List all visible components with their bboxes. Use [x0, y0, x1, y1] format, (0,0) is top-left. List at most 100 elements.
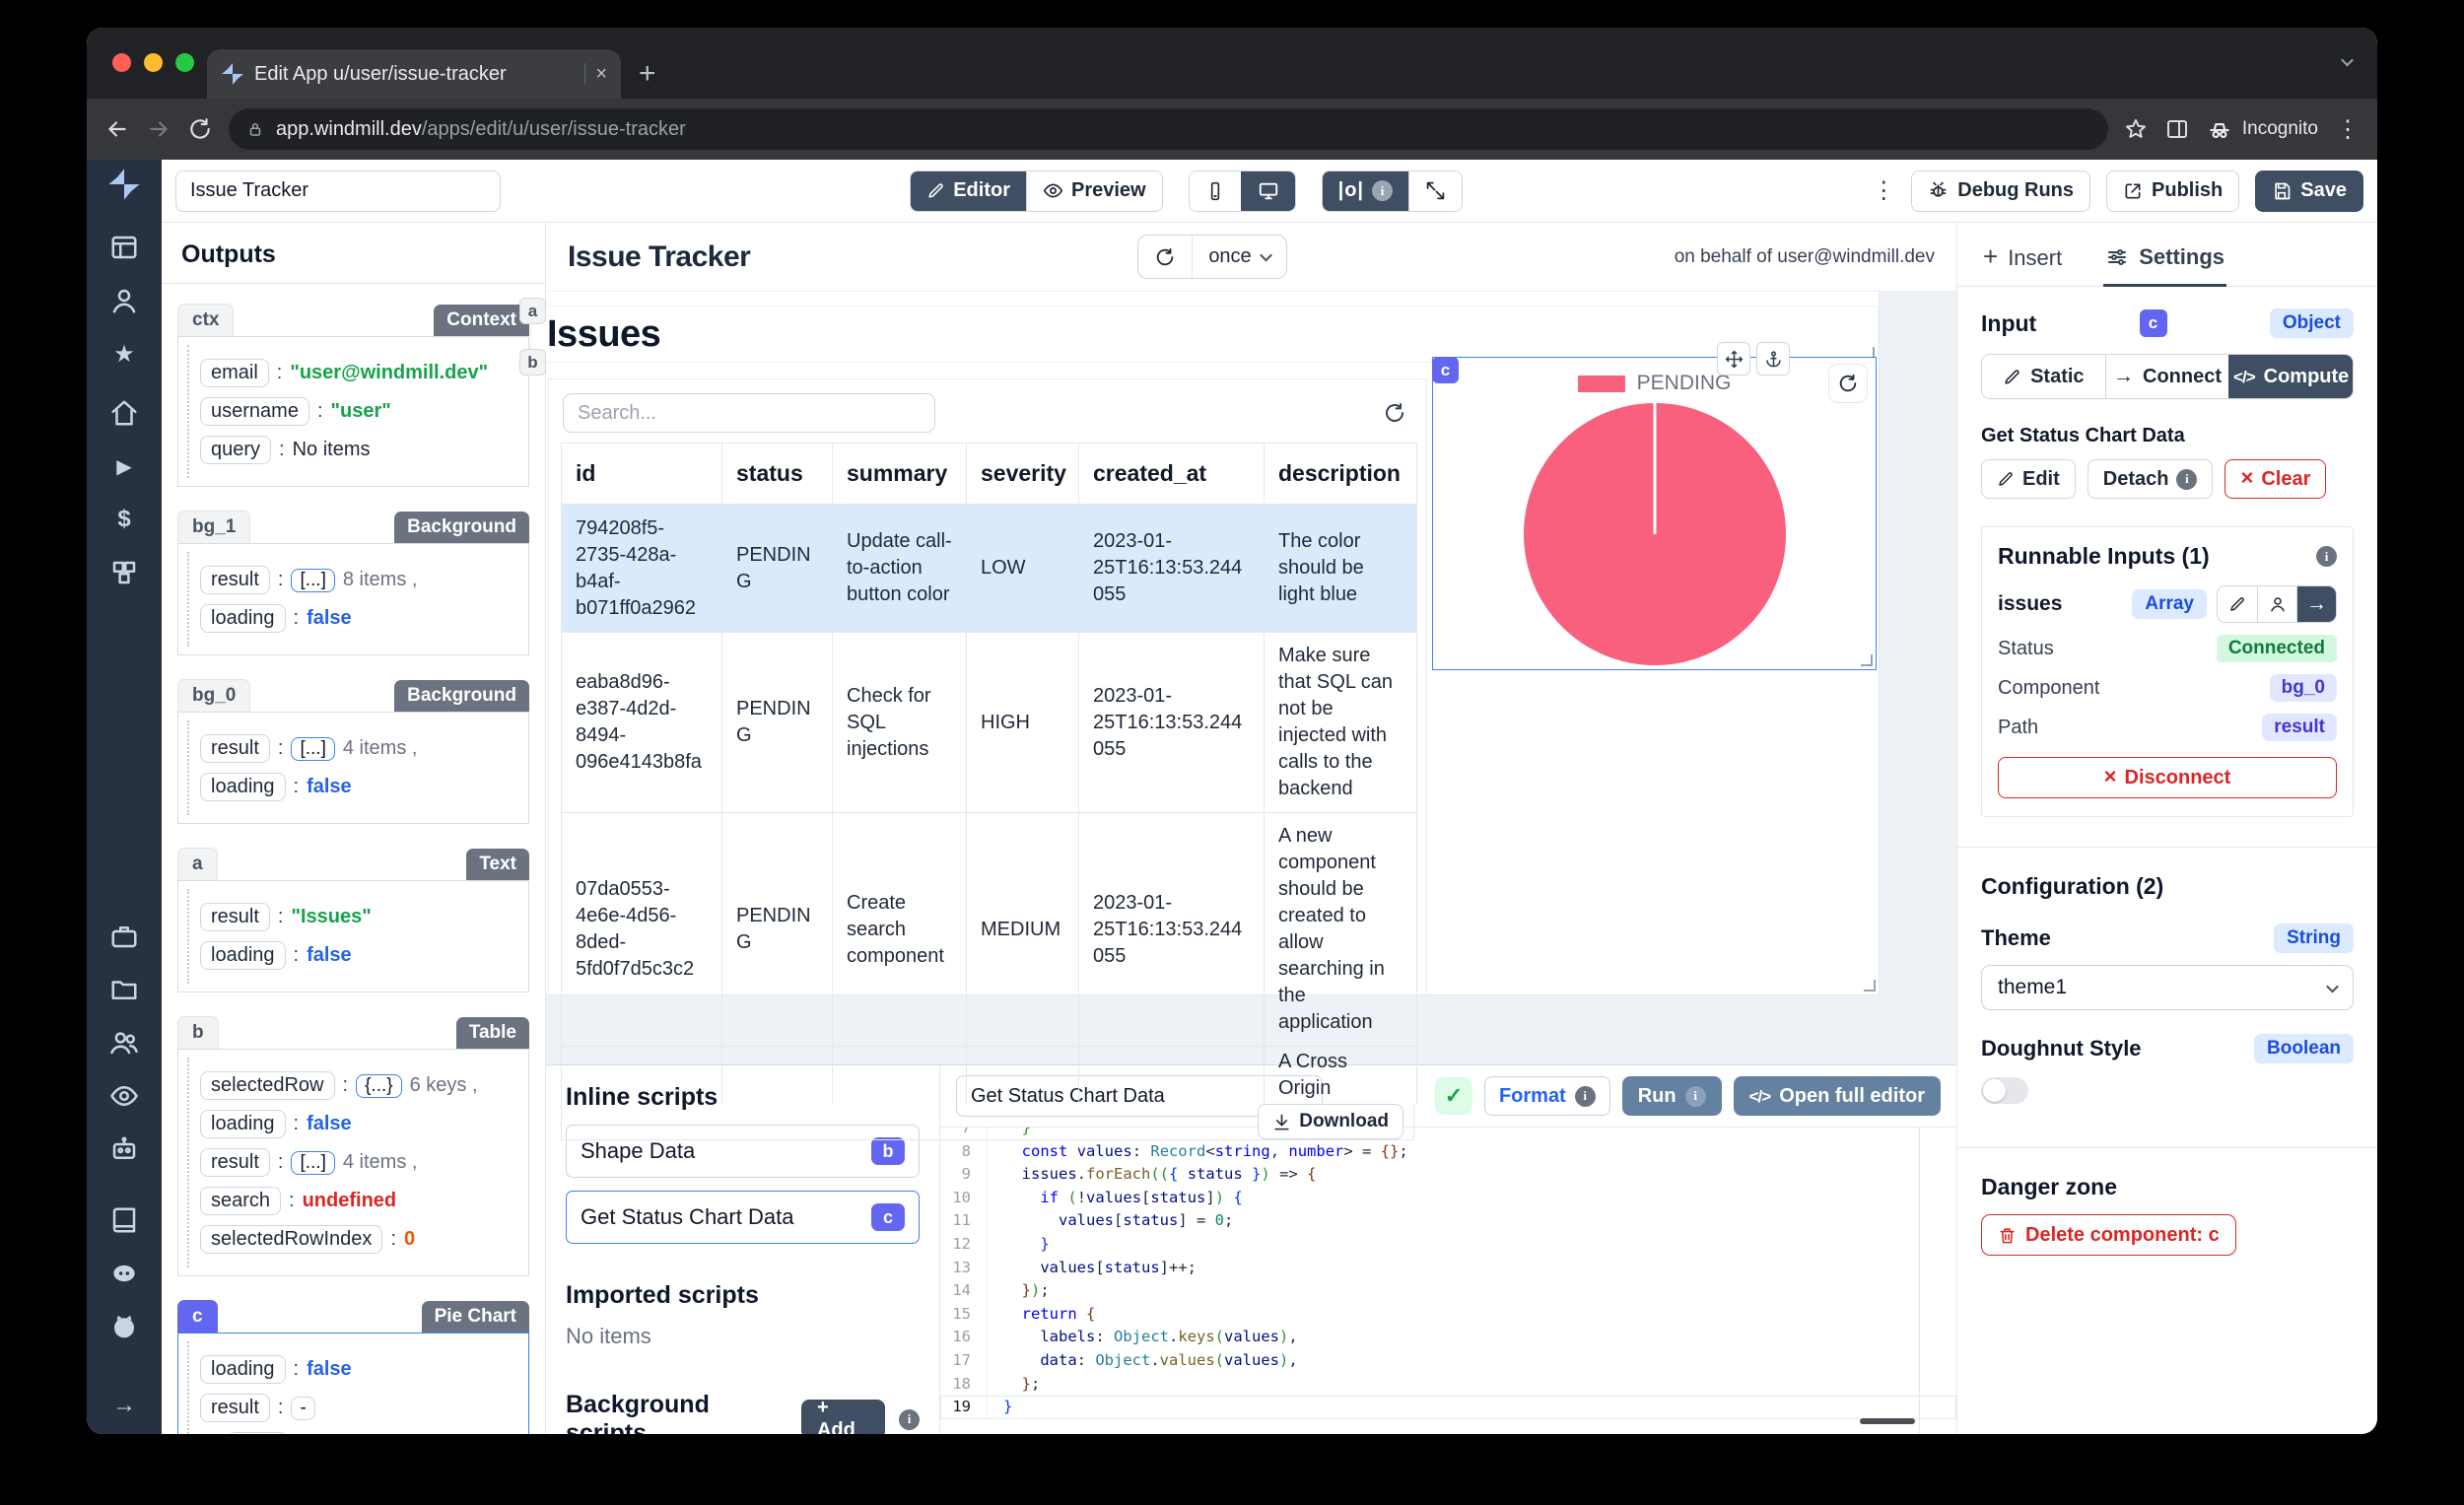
delete-component-button[interactable]: Delete component: c: [1981, 1214, 2236, 1256]
run-button[interactable]: Run: [1621, 1076, 1722, 1116]
pie-chart-component-c[interactable]: c PENDING: [1432, 342, 1877, 670]
code-line-10[interactable]: 10 if (!values[status]) {: [940, 1186, 1956, 1210]
rail-discord-icon[interactable]: [109, 1259, 139, 1288]
component-badge-b[interactable]: b: [519, 349, 546, 376]
tab-insert[interactable]: Insert: [1981, 237, 2064, 286]
field-static-button[interactable]: [2218, 586, 2257, 622]
mobile-view-button[interactable]: [1189, 171, 1241, 211]
output-entry-result[interactable]: result: -: [200, 1394, 518, 1422]
output-entry-email[interactable]: email: "user@windmill.dev": [200, 359, 518, 387]
column-header-status[interactable]: status: [721, 443, 833, 505]
url-field[interactable]: app.windmill.dev/apps/edit/u/user/issue-…: [229, 108, 2108, 150]
component-badge-c[interactable]: c: [1432, 357, 1459, 383]
close-window-button[interactable]: [112, 53, 131, 72]
rail-runs-icon[interactable]: [109, 451, 139, 481]
open-full-editor-button[interactable]: Open full editor: [1733, 1076, 1941, 1116]
window-chevron-icon[interactable]: [2341, 53, 2354, 67]
editor-horizontal-scrollbar[interactable]: [1860, 1418, 1915, 1424]
static-mode-button[interactable]: Static: [1982, 355, 2105, 398]
path-value-badge[interactable]: result: [2262, 714, 2337, 741]
rail-collapse-icon[interactable]: [109, 1391, 139, 1420]
rail-folders-icon[interactable]: [109, 975, 139, 1004]
rail-resources-icon[interactable]: [109, 558, 139, 587]
tab-settings[interactable]: Settings: [2103, 237, 2227, 287]
compute-mode-button[interactable]: Compute: [2228, 355, 2353, 398]
code-line-7[interactable]: 7 }: [940, 1128, 1956, 1140]
grid-view-button[interactable]: |o|: [1322, 171, 1409, 211]
windmill-logo-icon[interactable]: [107, 168, 141, 201]
save-button[interactable]: Save: [2255, 170, 2363, 212]
debug-runs-button[interactable]: Debug Runs: [1911, 170, 2091, 212]
app-refresh-button[interactable]: [1138, 236, 1192, 278]
code-line-15[interactable]: 15 return {: [940, 1302, 1956, 1327]
component-badge-a[interactable]: a: [519, 298, 546, 324]
edit-script-button[interactable]: Edit: [1981, 459, 2076, 499]
column-header-severity[interactable]: severity: [966, 443, 1079, 505]
back-icon[interactable]: [104, 116, 130, 142]
output-entry-loading[interactable]: loading: false: [200, 941, 518, 970]
rail-schedules-icon[interactable]: [109, 922, 139, 951]
output-id-chip[interactable]: c: [177, 1300, 218, 1333]
publish-button[interactable]: Publish: [2106, 170, 2240, 212]
code-line-13[interactable]: 13 values[status]++;: [940, 1256, 1956, 1280]
rail-github-icon[interactable]: [109, 1312, 139, 1341]
rail-groups-icon[interactable]: [109, 1028, 139, 1058]
bookmark-star-icon[interactable]: [2124, 117, 2148, 141]
code-line-14[interactable]: 14 });: [940, 1279, 1956, 1303]
schedule-dropdown[interactable]: once: [1192, 236, 1285, 278]
doughnut-toggle[interactable]: [1981, 1077, 2028, 1104]
field-user-button[interactable]: [2257, 586, 2296, 622]
desktop-view-button[interactable]: [1240, 171, 1295, 211]
code-editor[interactable]: 7 } 8 const values: Record<string, number…: [940, 1127, 1956, 1434]
output-entry-query[interactable]: query: No items: [200, 436, 518, 464]
theme-select[interactable]: theme1: [1981, 965, 2354, 1010]
forward-icon[interactable]: [146, 116, 171, 142]
text-component-a[interactable]: Issues: [530, 306, 1879, 363]
output-id-chip[interactable]: bg_1: [177, 511, 251, 543]
format-button[interactable]: Format: [1483, 1076, 1610, 1116]
more-menu-icon[interactable]: [1872, 176, 1895, 205]
component-value-badge[interactable]: bg_0: [2269, 674, 2337, 702]
code-line-18[interactable]: 18 };: [940, 1372, 1956, 1397]
inline-script-item[interactable]: Shape Data b: [566, 1125, 920, 1178]
rail-variables-icon[interactable]: [109, 505, 139, 534]
rail-audit-icon[interactable]: [109, 1081, 139, 1111]
rail-home-icon[interactable]: [109, 398, 139, 428]
output-entry-loading[interactable]: loading: false: [200, 1110, 518, 1138]
rail-apps-icon[interactable]: [109, 233, 139, 262]
connect-mode-button[interactable]: Connect: [2104, 355, 2229, 398]
fullscreen-button[interactable]: [1408, 171, 1463, 211]
traffic-lights[interactable]: [112, 53, 194, 72]
chart-refresh-button[interactable]: [1828, 364, 1868, 403]
output-entry-data[interactable]: data:[...]1 item ,: [228, 1432, 518, 1434]
output-entry-selectedRowIndex[interactable]: selectedRowIndex:0: [200, 1225, 518, 1254]
maximize-window-button[interactable]: [175, 53, 194, 72]
code-line-12[interactable]: 12 }: [940, 1232, 1956, 1257]
code-line-8[interactable]: 8 const values: Record<string, number> =…: [940, 1139, 1956, 1164]
code-line-16[interactable]: 16 labels: Object.keys(values),: [940, 1326, 1956, 1349]
output-entry-loading[interactable]: loading: false: [200, 773, 518, 801]
column-header-created_at[interactable]: created_at: [1078, 443, 1265, 505]
table-row[interactable]: 07da0553-4e6e-4d56-8ded-5fd0f7d5c3c2 PEND…: [561, 812, 1417, 1047]
code-line-9[interactable]: 9 issues.forEach(({ status }) => {: [940, 1163, 1956, 1187]
code-line-17[interactable]: 17 data: Object.values(values),: [940, 1348, 1956, 1373]
editor-mode-button[interactable]: Editor: [911, 171, 1026, 211]
table-search-input[interactable]: [563, 393, 935, 433]
output-id-chip[interactable]: a: [177, 848, 218, 880]
rail-workers-icon[interactable]: [109, 1134, 139, 1164]
output-entry-loading[interactable]: loading: false: [200, 1355, 518, 1384]
anchor-button[interactable]: [1756, 342, 1790, 376]
output-entry-result[interactable]: result: [...] 4 items ,: [200, 734, 518, 763]
reload-icon[interactable]: [187, 116, 213, 142]
output-id-chip[interactable]: ctx: [177, 304, 235, 336]
table-refresh-icon[interactable]: [1383, 401, 1406, 425]
disconnect-button[interactable]: Disconnect: [1998, 757, 2337, 798]
browser-tab[interactable]: Edit App u/user/issue-tracker ×: [207, 49, 621, 99]
rail-user-icon[interactable]: [109, 286, 139, 315]
output-entry-username[interactable]: username: "user": [200, 397, 518, 426]
app-name-input[interactable]: [175, 170, 501, 212]
code-line-11[interactable]: 11 values[status] = 0;: [940, 1209, 1956, 1233]
inline-script-item[interactable]: Get Status Chart Data c: [566, 1191, 920, 1244]
output-entry-result[interactable]: result: [...] 8 items ,: [200, 566, 518, 594]
tab-close-icon[interactable]: ×: [595, 62, 607, 85]
